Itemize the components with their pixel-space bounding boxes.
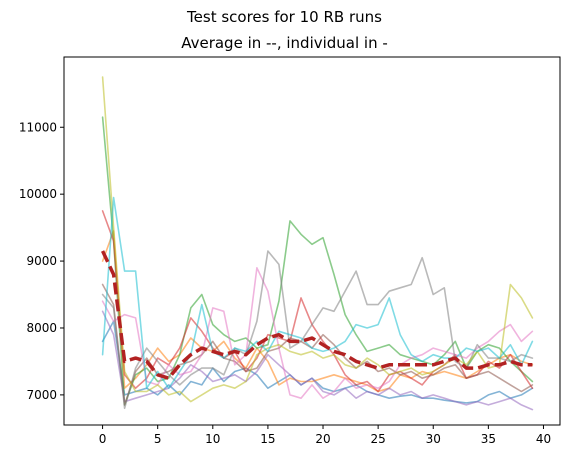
run-line-0 <box>101 320 534 404</box>
y-axis: 7000 8000 9000 10000 11000 <box>19 120 64 402</box>
x-tick-label: 40 <box>536 432 551 446</box>
chart-subtitle: Average in --, individual in - <box>181 34 388 52</box>
x-tick-label: 5 <box>154 432 162 446</box>
run-line-9 <box>101 196 534 390</box>
x-tick-label: 10 <box>205 432 220 446</box>
x-tick-label: 20 <box>315 432 330 446</box>
run-line-1 <box>101 230 534 393</box>
y-tick-label: 9000 <box>26 254 57 268</box>
run-line-4 <box>101 310 534 411</box>
average-line <box>101 250 533 380</box>
y-tick-label: 7000 <box>26 388 57 402</box>
x-tick-label: 0 <box>99 432 107 446</box>
y-tick-label: 11000 <box>19 120 57 134</box>
axes-frame <box>63 56 561 426</box>
x-axis: 0 5 10 15 20 25 30 35 40 <box>99 425 551 446</box>
run-line-3 <box>101 210 534 393</box>
x-tick-label: 15 <box>260 432 275 446</box>
y-tick-label: 8000 <box>26 321 57 335</box>
run-line-2 <box>101 116 534 406</box>
run-line-5 <box>101 283 534 406</box>
y-tick-label: 10000 <box>19 187 57 201</box>
plot-lines <box>101 76 534 411</box>
x-tick-label: 25 <box>370 432 385 446</box>
run-line-8 <box>101 76 534 403</box>
chart-suptitle: Test scores for 10 RB runs <box>187 8 382 26</box>
x-tick-label: 30 <box>426 432 441 446</box>
x-tick-label: 35 <box>481 432 496 446</box>
